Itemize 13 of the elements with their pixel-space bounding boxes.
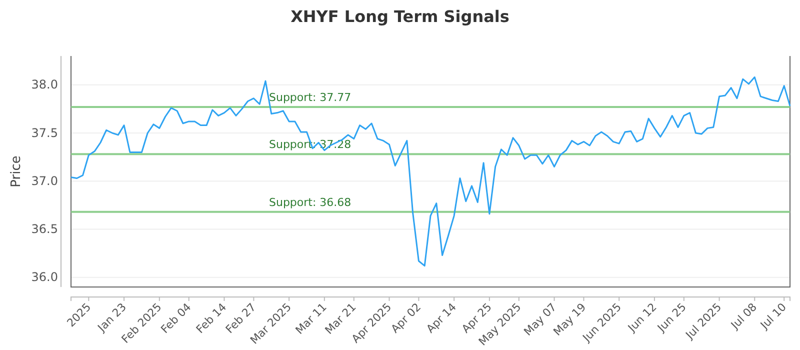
y-tick-label: 37.5 (31, 126, 58, 140)
y-tick-label: 36.5 (31, 222, 58, 236)
y-tick-label: 36.0 (31, 270, 58, 284)
x-tick-label: Jul 10 (757, 300, 789, 332)
x-tick-label: Apr 14 (424, 300, 459, 336)
chart-title: XHYF Long Term Signals (290, 7, 510, 26)
y-tick-label: 37.0 (31, 174, 58, 188)
x-tick-label: Jul 08 (728, 300, 760, 332)
ref-line-label: Support: 37.77 (269, 91, 352, 104)
ref-line-label: Support: 36.68 (269, 196, 352, 209)
y-axis-title: Price (9, 156, 24, 188)
y-tick-label: 38.0 (31, 78, 58, 92)
line-series (70, 76, 791, 267)
